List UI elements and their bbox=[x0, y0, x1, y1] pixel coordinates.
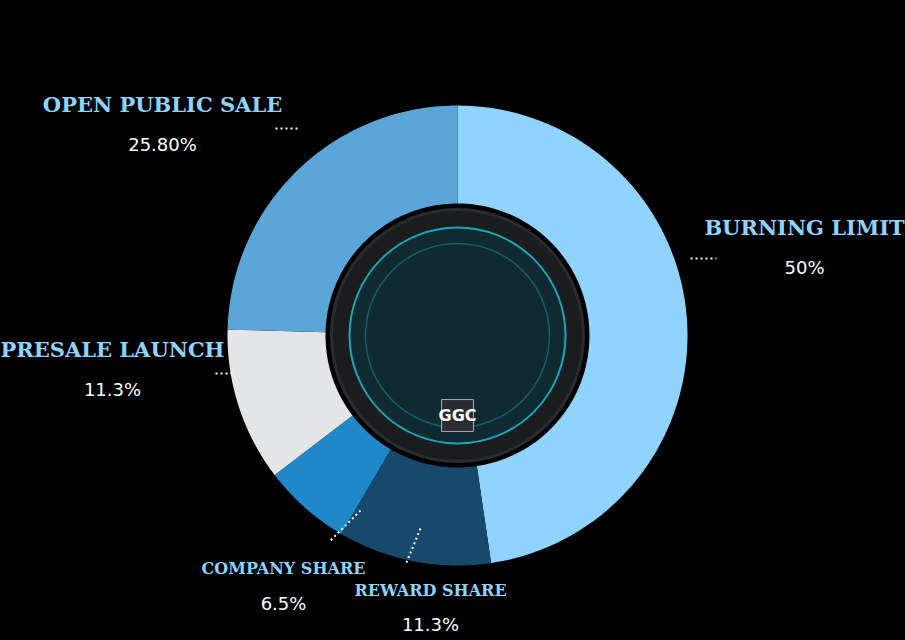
svg-text:REWARD SHARE: REWARD SHARE bbox=[354, 581, 506, 600]
svg-text:GGC: GGC bbox=[438, 406, 476, 425]
svg-text:OPEN PUBLIC SALE: OPEN PUBLIC SALE bbox=[43, 92, 282, 117]
svg-text:COMPANY SHARE: COMPANY SHARE bbox=[202, 559, 366, 578]
svg-text:11.3%: 11.3% bbox=[402, 614, 459, 635]
svg-text:6.5%: 6.5% bbox=[261, 593, 307, 614]
svg-text:BURNING LIMIT: BURNING LIMIT bbox=[704, 215, 905, 240]
svg-text:25.80%: 25.80% bbox=[128, 134, 197, 155]
svg-text:50%: 50% bbox=[784, 257, 824, 278]
svg-text:PRESALE LAUNCH: PRESALE LAUNCH bbox=[1, 337, 225, 362]
svg-text:11.3%: 11.3% bbox=[84, 379, 141, 400]
